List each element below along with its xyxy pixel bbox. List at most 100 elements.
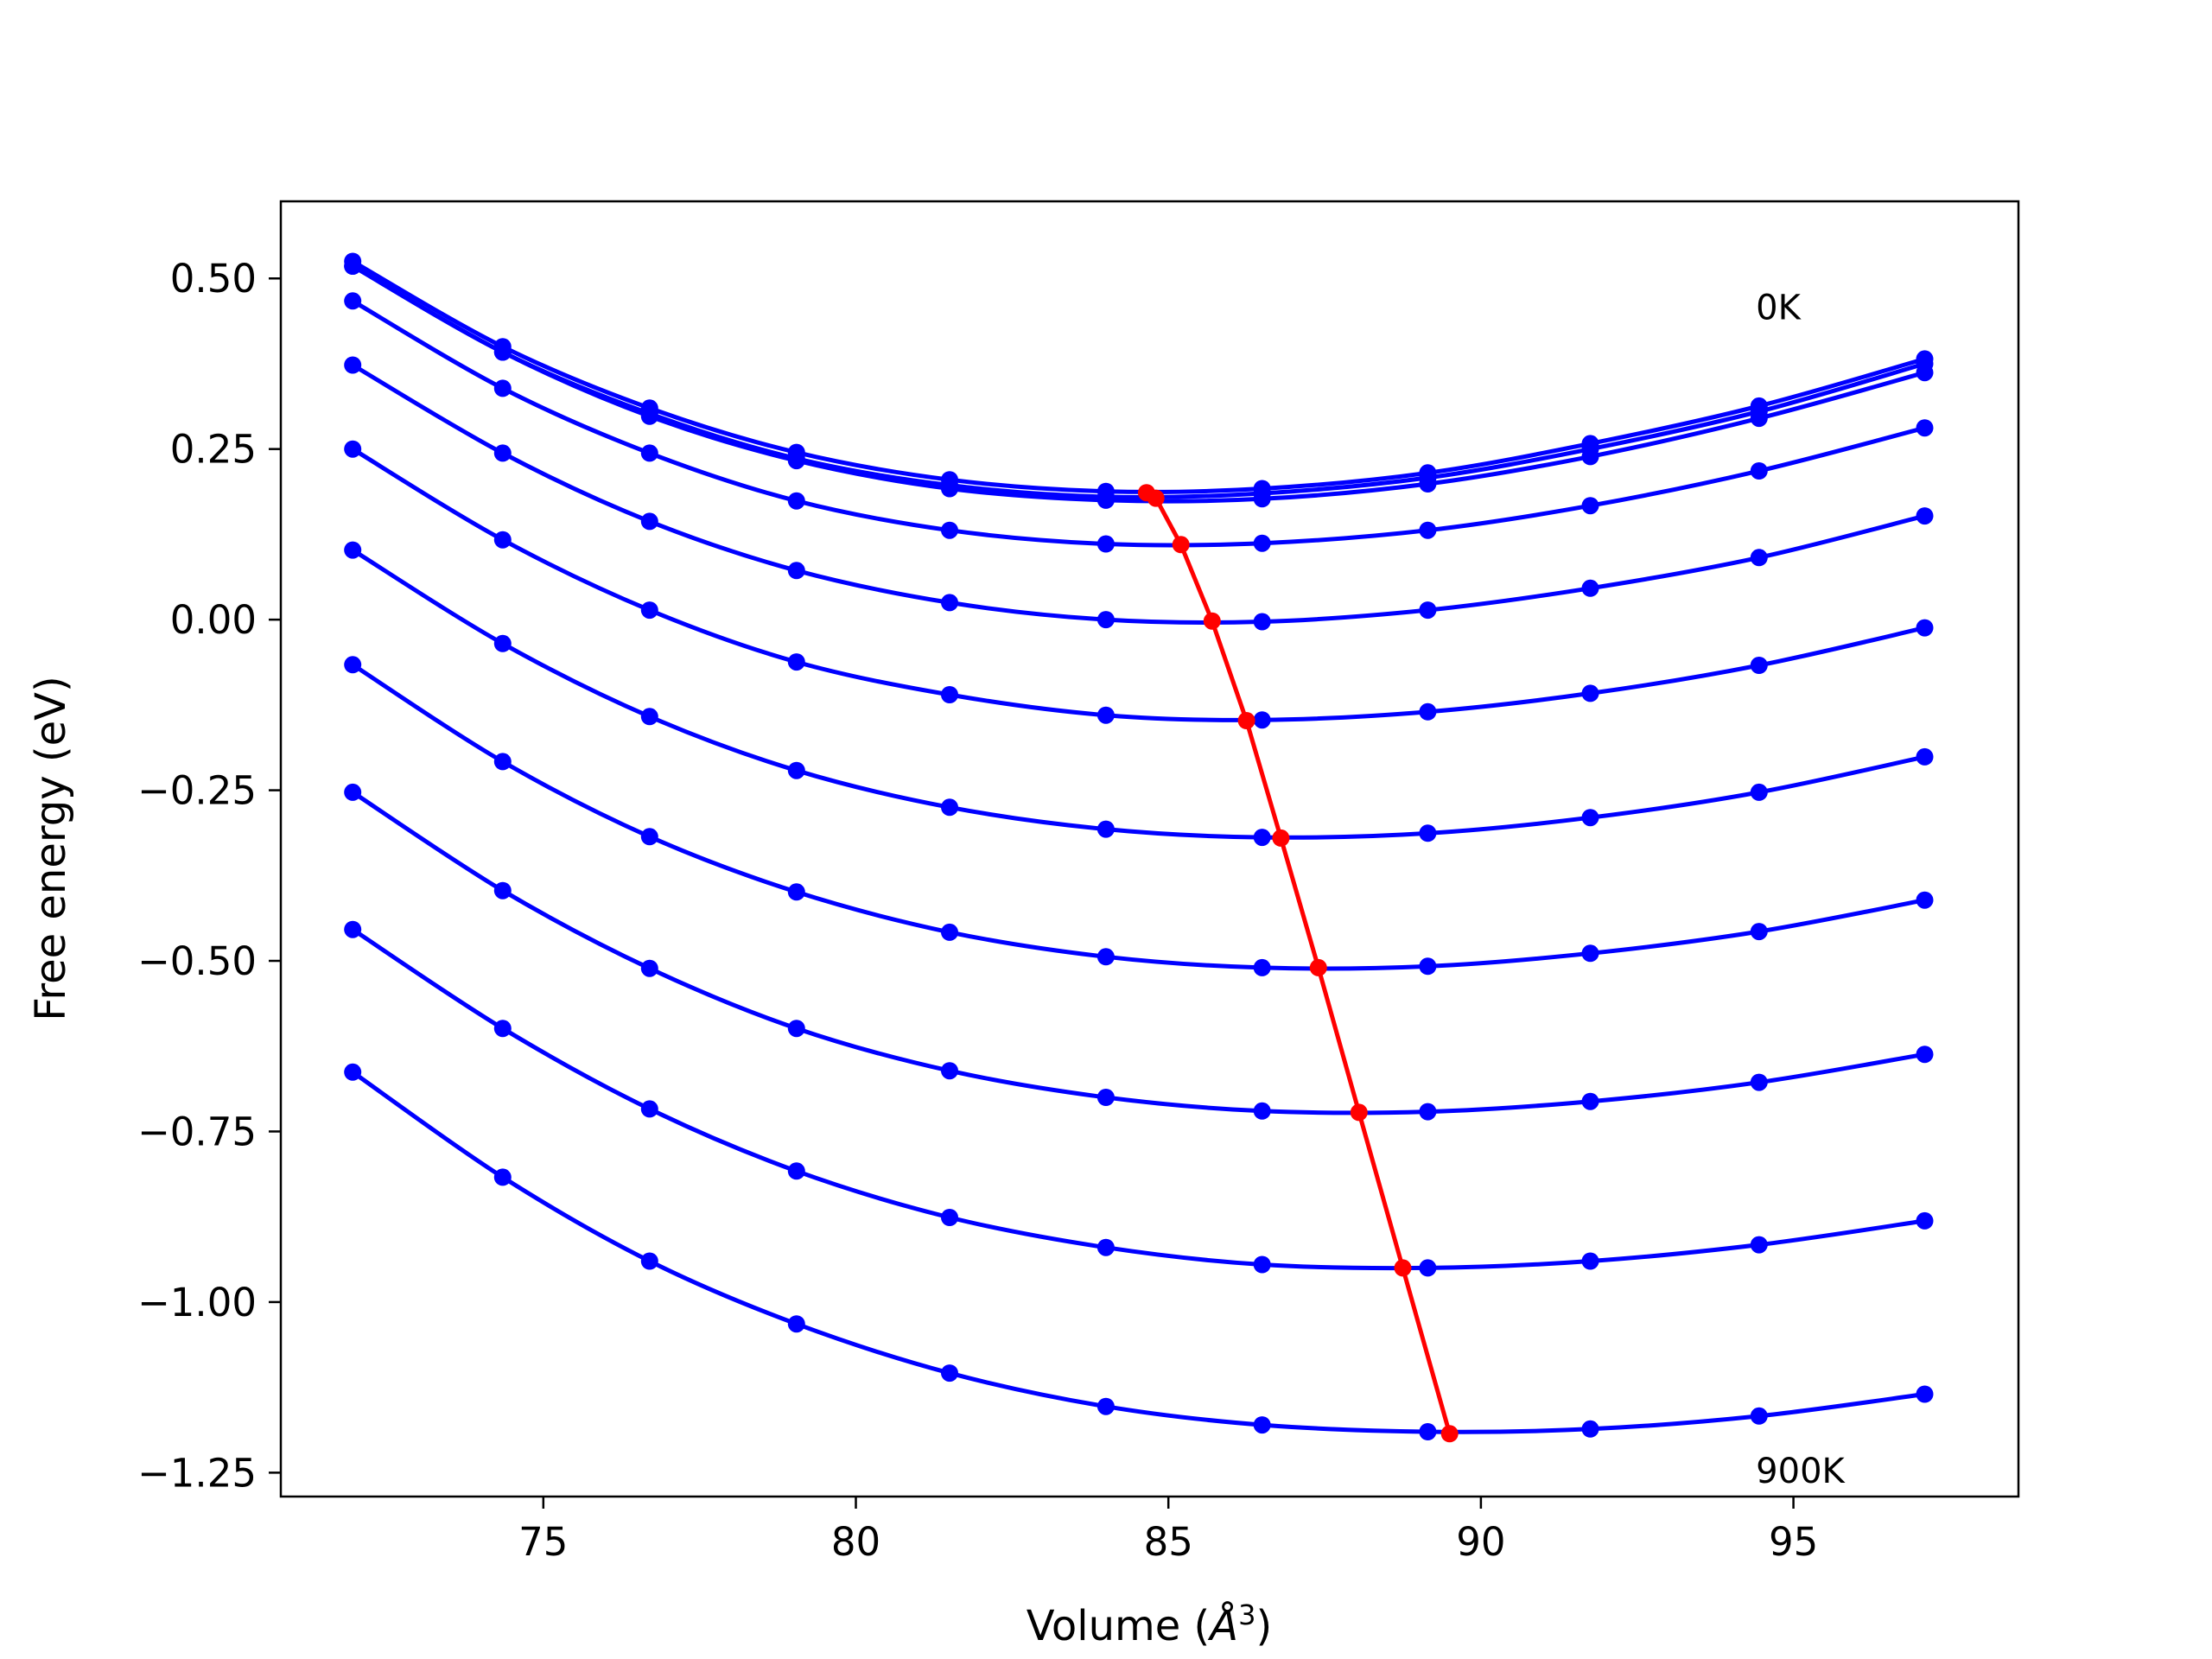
y-tick-label: 0.25 [170,427,257,473]
isotherm-point [640,708,658,726]
isotherm-point [941,1364,958,1382]
isotherm-series [344,356,1934,631]
minimum-point [1350,1103,1368,1122]
isotherm-point [1096,535,1115,553]
y-tick-label: 0.50 [170,256,257,302]
isotherm-point [1419,601,1437,620]
minima-layer [1137,484,1459,1443]
isotherm-series [344,440,1934,729]
isotherm-point [1096,820,1115,838]
y-tick-label: −0.75 [137,1109,257,1154]
minimum-point [1309,958,1327,976]
isotherm-point [1253,613,1271,631]
isotherm-series [344,1063,1934,1440]
isotherm-point [1253,711,1271,729]
isotherm-point [941,686,958,703]
isotherm-series [344,920,1934,1277]
isotherm-point [1581,1420,1599,1438]
isotherm-point [1750,1073,1768,1091]
isotherm-point [941,1062,958,1080]
isotherm-point [941,1209,958,1226]
isotherm-point [1253,490,1271,508]
isotherm-point [493,444,512,462]
isotherm-point [941,480,958,498]
minimum-line [1145,491,1452,1434]
isotherm-point [1253,958,1271,976]
isotherm-point [493,1020,512,1038]
isotherm-point [344,1063,362,1081]
y-tick-label: −1.25 [137,1450,257,1496]
y-axis: 0.50 0.25 0.00 −0.25 −0.50 −0.75 −1.00 −1.25 [137,256,281,1496]
isotherm-point [1419,475,1437,493]
isotherm-point [787,452,805,470]
isotherm-point [1916,1046,1934,1064]
isotherm-point [1581,497,1599,515]
isotherm-point [1419,1259,1437,1277]
isotherm-point [1581,684,1599,702]
isotherm-point [1253,1102,1271,1120]
isotherm-point [640,1100,658,1118]
isotherm-point [493,1168,512,1186]
isotherm-point [787,492,805,510]
minimum-point [1272,829,1290,847]
isotherm-point [1750,783,1768,801]
isotherm-point [344,257,362,275]
isotherm-series [344,257,1934,509]
isotherm-point [640,601,658,620]
y-axis-label: Free energy (eV) [27,676,75,1020]
isotherm-point [344,356,362,374]
isotherm-point [787,761,805,779]
isotherm-point [493,379,512,397]
isotherm-point [1581,448,1599,466]
isotherm-series [344,783,1934,1121]
isotherm-point [1096,491,1115,509]
isotherm-point [1419,521,1437,539]
y-tick-label: 0.00 [170,597,257,643]
isotherm-point [1419,1423,1437,1440]
isotherm-point [1916,364,1934,382]
isotherm-point [1916,1385,1934,1403]
isotherm-point [941,923,958,941]
x-tick-label: 90 [1456,1519,1505,1565]
isotherm-point [1916,507,1934,525]
isotherm-point [787,883,805,901]
isotherm-point [1419,957,1437,976]
isotherm-point [1916,619,1934,637]
isotherm-series [344,656,1934,976]
isotherm-point [1419,1103,1437,1121]
plot-frame [279,200,2020,1498]
isotherm-point [1916,1211,1934,1230]
annotations: 0K 900K [1756,289,1846,1492]
isotherm-point [787,562,805,580]
isotherm-point [787,1315,805,1333]
isotherm-point [941,521,958,539]
isotherm-point [344,783,362,801]
isotherm-point [640,444,658,462]
isotherm-point [493,343,512,361]
isotherm-point [1096,948,1115,966]
x-tick-label: 95 [1769,1519,1818,1565]
x-axis-label: Volume (Å3) [1027,1599,1272,1650]
isotherm-point [1581,1252,1599,1270]
isotherm-point [1750,410,1768,428]
isotherm-series [344,541,1934,847]
isotherm-point [1916,419,1934,437]
minimum-point [1172,536,1190,554]
isotherm-point [1581,809,1599,827]
isotherm-point [640,1252,658,1270]
y-tick-label: −0.50 [137,938,257,984]
isotherm-point [1253,1255,1271,1274]
isotherm-point [1750,1236,1768,1254]
isotherm-point [1916,747,1934,766]
y-tick-label: −0.25 [137,768,257,814]
isotherm-point [640,959,658,977]
isotherm-point [1750,657,1768,674]
series-layer [344,252,1934,1440]
isotherm-point [344,541,362,559]
x-axis: 75 80 85 90 95 [518,1497,1818,1565]
isotherm-point [344,656,362,674]
isotherm-point [1750,462,1768,480]
isotherm-point [1750,1407,1768,1425]
isotherm-point [787,1162,805,1180]
